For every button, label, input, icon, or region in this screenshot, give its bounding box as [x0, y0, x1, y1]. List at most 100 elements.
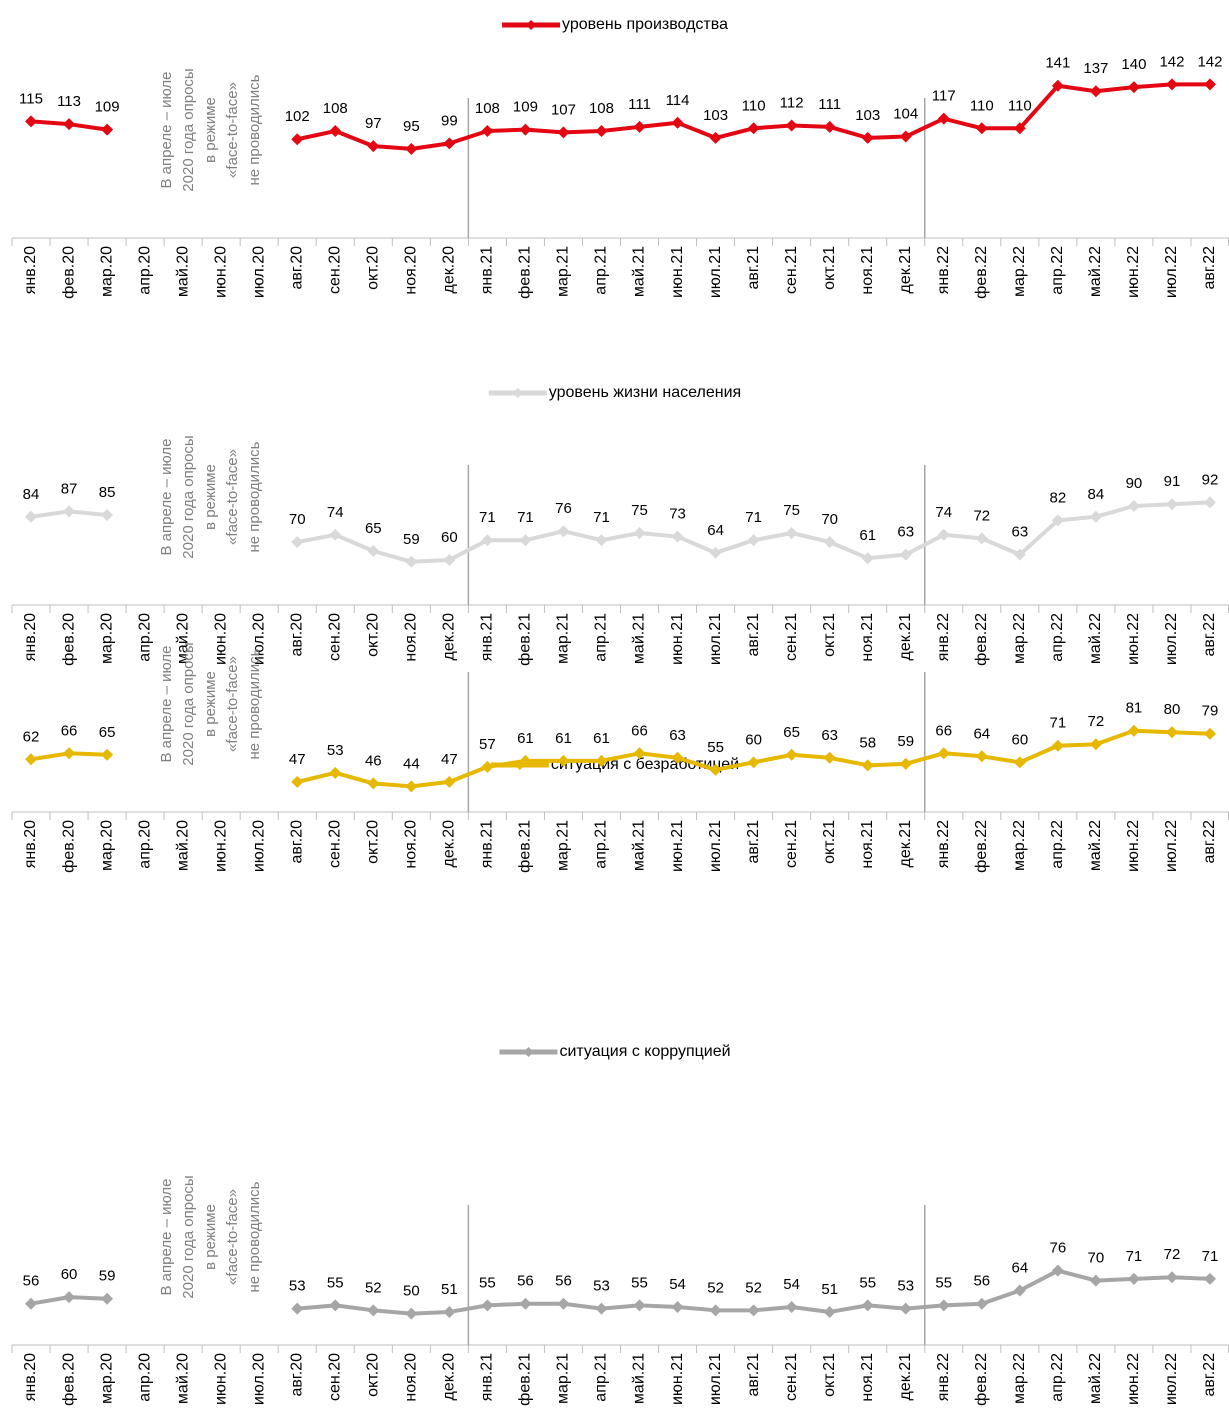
- data-label: 72: [1164, 1246, 1181, 1263]
- data-label: 66: [631, 722, 648, 739]
- x-tick-label: янв.21: [479, 613, 496, 661]
- data-label: 52: [365, 1279, 382, 1296]
- x-tick-label: мар.20: [98, 1353, 115, 1404]
- data-label: 140: [1121, 56, 1146, 73]
- marker: [1051, 1264, 1064, 1277]
- annotation: В апреле – июле: [158, 1179, 175, 1296]
- x-tick-label: апр.22: [1049, 613, 1066, 662]
- x-tick-label: фев.21: [517, 613, 534, 666]
- data-label: 59: [403, 531, 420, 548]
- x-tick-label: дек.21: [897, 820, 914, 868]
- data-label: 61: [859, 527, 876, 544]
- annotation: в режиме: [202, 464, 219, 530]
- data-label: 56: [23, 1273, 40, 1290]
- data-label: 74: [327, 504, 344, 521]
- marker: [329, 1299, 342, 1312]
- x-tick-label: дек.20: [441, 820, 458, 868]
- data-label: 53: [289, 1278, 306, 1295]
- x-tick-label: янв.22: [935, 1353, 952, 1401]
- data-label: 55: [707, 739, 724, 756]
- marker: [367, 1304, 380, 1317]
- x-tick-label: мар.20: [98, 246, 115, 297]
- data-label: 137: [1083, 60, 1108, 77]
- data-label: 64: [973, 725, 990, 742]
- annotation: не проводились: [246, 74, 263, 185]
- x-tick-label: июн.22: [1125, 1353, 1142, 1405]
- x-tick-label: апр.20: [136, 246, 153, 295]
- data-label: 108: [475, 100, 500, 117]
- marker: [1051, 79, 1064, 92]
- data-label: 71: [1202, 1248, 1219, 1265]
- data-label: 114: [666, 92, 690, 109]
- x-tick-label: апр.22: [1049, 1353, 1066, 1402]
- marker: [291, 775, 304, 788]
- x-tick-label: апр.20: [136, 1353, 153, 1402]
- marker: [405, 780, 418, 793]
- legend-label: ситуация с коррупцией: [559, 1043, 730, 1060]
- data-label: 141: [1045, 55, 1070, 72]
- x-tick-label: май.22: [1087, 246, 1104, 297]
- data-label: 61: [555, 730, 572, 747]
- x-tick-label: июн.20: [212, 613, 229, 665]
- marker: [291, 1302, 304, 1315]
- x-tick-label: мар.22: [1011, 820, 1028, 871]
- data-label: 115: [19, 90, 43, 107]
- x-tick-label: сен.21: [783, 613, 800, 661]
- x-tick-label: июл.20: [250, 246, 267, 298]
- marker: [519, 754, 532, 767]
- x-tick-label: янв.20: [22, 613, 39, 661]
- marker: [63, 1291, 76, 1304]
- marker: [975, 1297, 988, 1310]
- data-label: 75: [631, 502, 648, 519]
- marker: [481, 534, 494, 547]
- x-tick-label: окт.20: [365, 820, 382, 864]
- marker: [595, 125, 608, 138]
- x-tick-label: апр.21: [593, 1353, 610, 1402]
- marker: [443, 137, 456, 150]
- annotation: В апреле – июле: [158, 72, 175, 189]
- marker: [63, 505, 76, 518]
- data-label: 95: [403, 118, 420, 135]
- data-label: 66: [935, 722, 952, 739]
- data-label: 103: [703, 107, 728, 124]
- x-tick-label: сен.20: [326, 613, 343, 661]
- marker: [25, 115, 38, 128]
- annotation: 2020 года опросы: [180, 642, 197, 765]
- marker: [937, 747, 950, 760]
- marker: [595, 1302, 608, 1315]
- data-label: 103: [855, 107, 880, 124]
- data-label: 80: [1164, 701, 1181, 718]
- x-tick-label: фев.20: [60, 1353, 77, 1406]
- data-label: 57: [479, 736, 496, 753]
- x-tick-label: май.21: [631, 820, 648, 871]
- annotation: 2020 года опросы: [180, 1175, 197, 1298]
- x-tick-label: май.22: [1087, 613, 1104, 664]
- marker: [1165, 498, 1178, 511]
- x-tick-label: авг.21: [745, 613, 762, 657]
- x-tick-label: фев.22: [973, 613, 990, 666]
- marker: [519, 1297, 532, 1310]
- x-tick-label: авг.20: [288, 1353, 305, 1397]
- marker: [25, 510, 38, 523]
- marker: [899, 757, 912, 770]
- marker: [1203, 496, 1216, 509]
- data-label: 75: [783, 502, 800, 519]
- marker: [1013, 122, 1026, 135]
- marker: [671, 116, 684, 129]
- x-tick-label: фев.21: [517, 1353, 534, 1406]
- data-label: 55: [631, 1274, 648, 1291]
- marker: [1013, 1284, 1026, 1297]
- x-tick-label: июн.22: [1125, 246, 1142, 298]
- x-tick-label: янв.21: [479, 246, 496, 294]
- x-tick-label: авг.20: [288, 820, 305, 864]
- data-label: 59: [897, 733, 914, 750]
- x-tick-label: июл.20: [250, 1353, 267, 1405]
- marker: [367, 777, 380, 790]
- marker: [785, 1301, 798, 1314]
- x-tick-label: янв.22: [935, 246, 952, 294]
- data-label: 56: [555, 1273, 572, 1290]
- x-tick-label: май.20: [174, 1353, 191, 1404]
- x-tick-label: окт.20: [365, 613, 382, 657]
- x-tick-label: май.21: [631, 246, 648, 297]
- data-label: 142: [1197, 53, 1222, 70]
